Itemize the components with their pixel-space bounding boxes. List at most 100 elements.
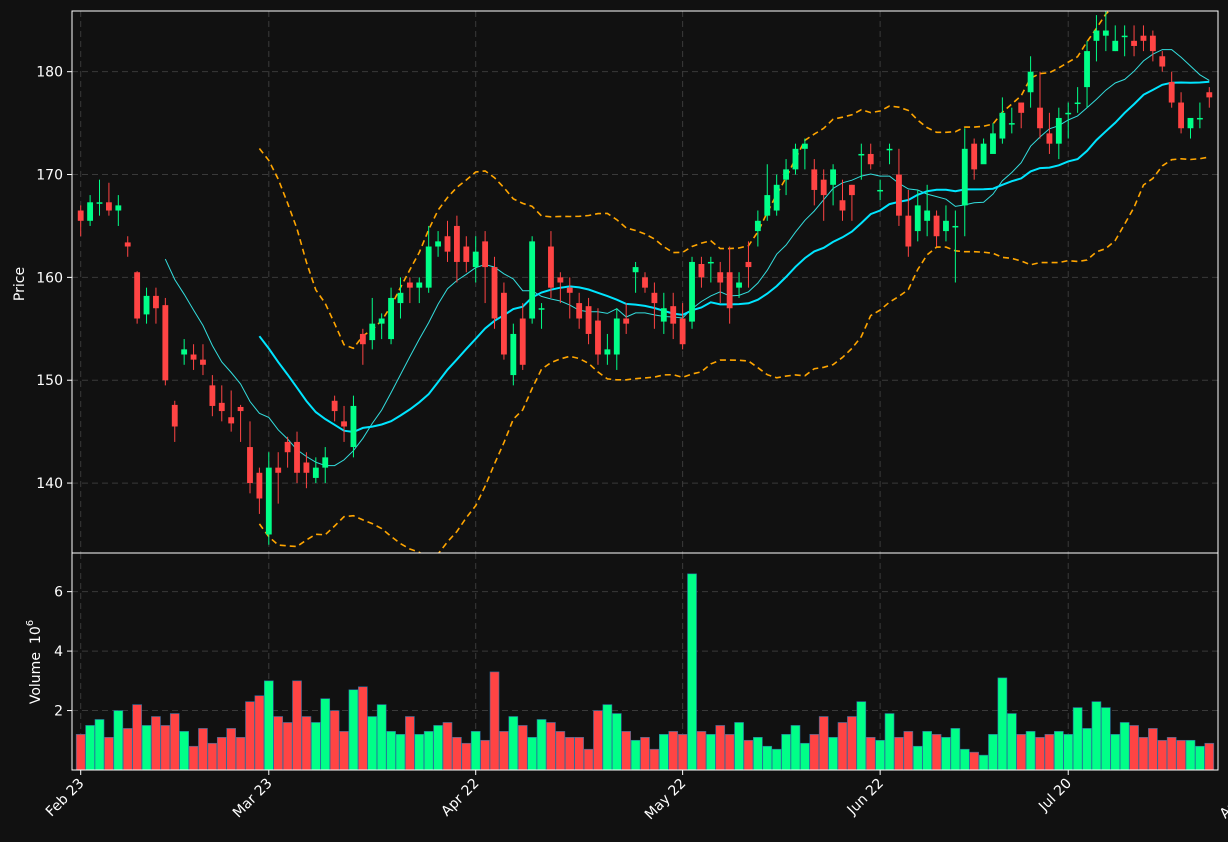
candle-body [595, 320, 601, 355]
volume-bar [931, 734, 942, 771]
candlesticks [77, 11, 1213, 545]
candle-body [914, 205, 921, 232]
candle-body [472, 251, 479, 268]
volume-bar [1054, 731, 1064, 771]
candle [265, 452, 272, 545]
candle-body [331, 400, 338, 412]
volume-bar [376, 704, 387, 771]
candle [350, 395, 357, 458]
volume-bar [941, 737, 951, 771]
volume-bar [865, 737, 876, 771]
candle-body [294, 441, 300, 473]
candle-body [576, 303, 583, 319]
candle [331, 395, 338, 422]
candle [237, 404, 244, 442]
price-tick-label: 170 [36, 168, 63, 184]
candle-body [820, 179, 827, 196]
volume-bar [903, 731, 914, 771]
volume-bar [263, 680, 274, 771]
candle-body [1008, 123, 1015, 125]
candle [482, 231, 489, 304]
candle [792, 143, 799, 175]
candle [783, 159, 789, 196]
candle [717, 261, 724, 304]
volume-bar [555, 731, 566, 771]
candle-body [303, 462, 310, 473]
candle-body [952, 225, 959, 228]
volume-bars [75, 573, 1215, 771]
volume-bar [997, 677, 1008, 771]
volume-bar [1195, 745, 1205, 771]
candle [961, 128, 968, 237]
candle-body [933, 215, 940, 237]
candle [87, 195, 94, 226]
volume-bar [348, 689, 359, 771]
volume-bar [677, 734, 688, 771]
volume-bar [1176, 739, 1186, 771]
price-tick-label: 150 [36, 373, 63, 389]
volume-bar [800, 742, 810, 771]
volume-bar [837, 722, 848, 771]
candle [77, 205, 84, 237]
candle [679, 303, 686, 350]
candle [830, 164, 837, 206]
candle [1102, 11, 1109, 52]
volume-bar [536, 719, 547, 771]
candle [689, 256, 695, 329]
candle-body [341, 421, 347, 427]
candle [1206, 87, 1213, 108]
volume-bar [1157, 739, 1168, 771]
candle-body [77, 210, 84, 221]
volume-bar [790, 725, 801, 771]
volume-tick-label: 4 [54, 644, 63, 660]
candle-body [87, 202, 94, 221]
candle-body [491, 267, 498, 319]
candle-body [830, 169, 837, 185]
candle-body [548, 246, 554, 288]
volume-bar [771, 748, 782, 771]
candle [1112, 25, 1119, 52]
candle-body [124, 242, 131, 247]
volume-bar [875, 739, 885, 771]
candle [933, 210, 940, 247]
candle-body [510, 333, 517, 376]
volume-bar [480, 739, 490, 771]
volume-bar [1025, 731, 1036, 771]
volume-bar [724, 734, 735, 771]
price-tick-label: 140 [36, 476, 63, 492]
volume-bar [405, 716, 415, 771]
volume-bar [1091, 701, 1102, 771]
candle-body [557, 277, 564, 283]
candle [754, 210, 761, 247]
volume-bar [489, 671, 500, 771]
candle [1159, 51, 1166, 72]
candle-body [990, 133, 996, 154]
candle-body [566, 287, 573, 293]
candle-body [538, 308, 545, 310]
candle-body [1093, 30, 1100, 41]
candle [294, 431, 300, 484]
volume-bar [226, 728, 236, 771]
candle-body [143, 295, 150, 315]
volume-bar [499, 731, 509, 771]
candle-body [1131, 40, 1137, 46]
volume-bar [743, 739, 754, 771]
volume-panel-frame [71, 552, 1219, 771]
volume-bar [132, 704, 142, 771]
volume-bar [630, 739, 641, 771]
candle-body [858, 153, 865, 156]
candle-body [1178, 102, 1184, 129]
candle [162, 297, 169, 386]
candle-body [585, 306, 592, 334]
volume-bar [386, 731, 396, 771]
candle [359, 328, 366, 365]
candle [773, 174, 780, 216]
candle [1178, 92, 1184, 134]
volume-bar [235, 737, 246, 771]
candle-body [980, 143, 987, 165]
candle [1121, 25, 1128, 57]
candle [369, 297, 376, 350]
volume-bar [198, 728, 208, 771]
candle-body [783, 169, 789, 180]
candle-body [745, 261, 752, 268]
